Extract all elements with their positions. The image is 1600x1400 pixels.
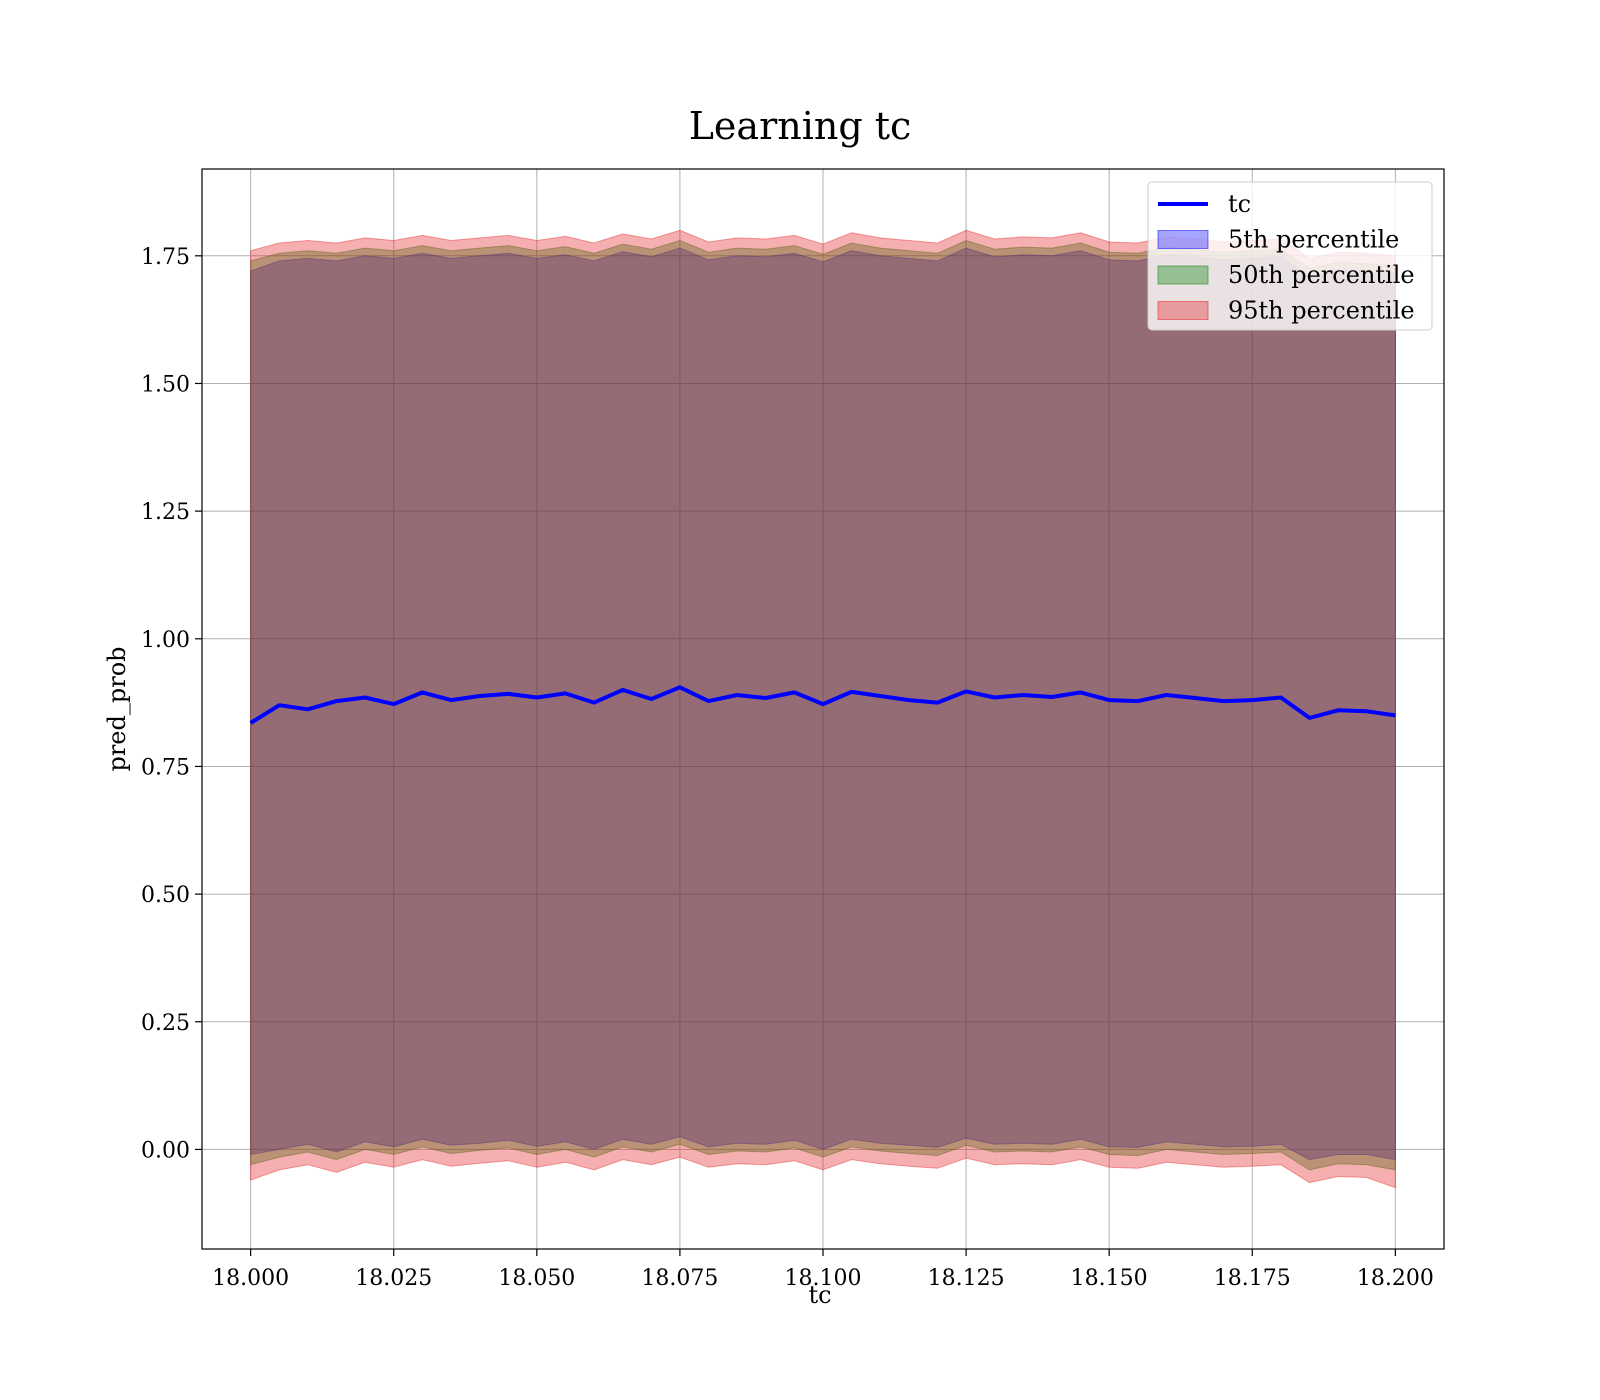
line-tc: [249, 685, 1396, 725]
x-tick-label: 18.050: [498, 1266, 575, 1291]
x-tick-label: 18.150: [1071, 1266, 1148, 1291]
y-tick-label: 1.00: [141, 628, 190, 653]
percentile-bands: [250, 229, 1396, 1189]
x-tick-label: 18.125: [928, 1266, 1005, 1291]
x-tick-label: 18.175: [1214, 1266, 1291, 1291]
y-tick-label: 1.50: [141, 372, 190, 397]
x-tick-label: 18.200: [1357, 1266, 1434, 1291]
series-lines: [249, 685, 1396, 725]
y-tick-label: 1.75: [141, 245, 190, 270]
legend-label-tc: tc: [1228, 190, 1251, 218]
y-tick-label: 0.75: [141, 755, 190, 780]
y-tick-label: 0.50: [141, 883, 190, 908]
y-tick-label: 1.25: [141, 500, 190, 525]
x-tick-label: 18.075: [641, 1266, 718, 1291]
y-tick-label: 0.25: [141, 1011, 190, 1036]
x-tick-label: 18.100: [785, 1266, 862, 1291]
legend-swatch-95th-percentile: [1157, 301, 1209, 320]
legend: tc 5th percentile 50th percentile 95th perc…: [1147, 181, 1433, 331]
legend-box: [1147, 181, 1433, 331]
x-axis: 18.000 18.025 18.050 18.075 18.100 18.125 18.1…: [212, 1249, 1434, 1291]
band-95th-percentile: [250, 229, 1396, 1189]
legend-label-95th-percentile: 95th percentile: [1228, 297, 1415, 325]
x-tick-label: 18.000: [212, 1266, 289, 1291]
legend-swatch-5th-percentile: [1157, 230, 1209, 249]
grid: [202, 169, 1444, 1249]
x-axis-label: tc: [808, 1281, 831, 1309]
y-axis-label: pred_prob: [103, 646, 131, 771]
chart-title: Learning tc: [689, 104, 912, 148]
y-axis: 0.00 0.25 0.50 0.75 1.00 1.25 1.50 1.75: [141, 245, 202, 1163]
legend-swatch-50th-percentile: [1157, 265, 1209, 285]
y-tick-label: 0.00: [141, 1138, 190, 1163]
legend-label-5th-percentile: 5th percentile: [1228, 226, 1399, 254]
legend-label-50th-percentile: 50th percentile: [1228, 261, 1415, 289]
x-tick-label: 18.025: [355, 1266, 432, 1291]
